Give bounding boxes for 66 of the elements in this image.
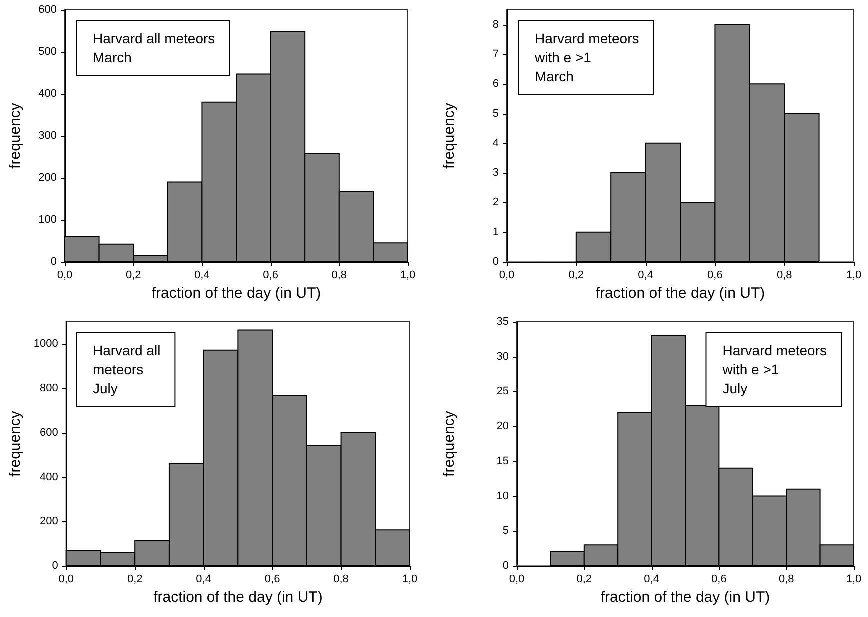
- y-tick-label: 35: [496, 316, 509, 328]
- y-tick-label: 5: [502, 525, 509, 538]
- y-tick-label: 600: [38, 4, 57, 16]
- x-tick-label: 0,4: [644, 574, 660, 586]
- x-tick-label: 0,8: [776, 270, 792, 282]
- x-tick-label: 0,8: [332, 270, 348, 282]
- annotation: Harvard all meteors July: [93, 342, 161, 396]
- x-tick-label: 0,0: [58, 574, 74, 586]
- y-tick-label: 0: [52, 560, 58, 572]
- y-tick-label: 2: [492, 196, 499, 209]
- x-tick-label: 0,8: [778, 574, 794, 586]
- x-tick-label: 1,0: [846, 270, 862, 282]
- x-axis-title: fraction of the day (in UT): [152, 285, 322, 302]
- y-tick-label: 1000: [34, 338, 58, 350]
- y-tick-label: 300: [38, 130, 57, 142]
- annotation: Harvard all meteors March: [93, 30, 216, 66]
- y-axis-title: frequency: [7, 102, 24, 169]
- y-tick-label: 800: [40, 382, 58, 395]
- y-tick-label: 200: [38, 172, 57, 184]
- y-tick-label: 0: [502, 560, 509, 572]
- x-tick-label: 1,0: [400, 270, 416, 282]
- x-tick-label: 0,2: [568, 270, 584, 282]
- y-tick-label: 0: [492, 256, 499, 268]
- x-tick-label: 0,4: [638, 270, 654, 282]
- y-tick-label: 600: [40, 426, 58, 439]
- y-tick-label: 4: [492, 137, 499, 150]
- y-tick-label: 5: [492, 108, 499, 120]
- x-tick-label: 0,6: [708, 270, 723, 282]
- y-tick-label: 100: [38, 214, 57, 226]
- annotation: Harvard meteors with e >1 July: [722, 342, 828, 396]
- y-tick-label: 200: [40, 516, 58, 528]
- y-tick-label: 0: [50, 256, 57, 268]
- y-tick-label: 25: [496, 386, 509, 398]
- y-tick-label: 15: [496, 455, 509, 468]
- y-axis-title: frequency: [441, 102, 458, 169]
- annotation: Harvard meteors with e >1 March: [534, 30, 640, 84]
- x-tick-label: 0,6: [263, 270, 278, 282]
- y-tick-label: 10: [496, 490, 509, 502]
- y-tick-label: 30: [496, 350, 509, 363]
- y-tick-label: 6: [492, 78, 499, 90]
- y-tick-label: 1: [492, 226, 499, 238]
- y-tick-label: 500: [38, 46, 57, 58]
- y-axis-title: frequency: [7, 410, 24, 477]
- x-axis-title: fraction of the day (in UT): [154, 589, 323, 606]
- y-tick-label: 400: [40, 471, 58, 484]
- x-tick-label: 0,6: [264, 574, 280, 586]
- x-axis-title: fraction of the day (in UT): [596, 285, 766, 302]
- y-tick-label: 20: [496, 420, 509, 433]
- y-tick-label: 8: [492, 18, 499, 31]
- x-tick-label: 0,4: [194, 270, 210, 282]
- x-tick-label: 1,0: [402, 574, 418, 586]
- x-tick-label: 1,0: [846, 574, 862, 586]
- x-tick-label: 0,0: [57, 270, 73, 282]
- x-tick-label: 0,0: [499, 270, 515, 282]
- y-tick-label: 3: [492, 167, 499, 180]
- x-tick-label: 0,8: [334, 574, 349, 586]
- x-tick-label: 0,4: [196, 574, 212, 586]
- y-tick-label: 7: [492, 48, 499, 60]
- x-tick-label: 0,0: [509, 574, 525, 586]
- x-tick-label: 0,2: [127, 574, 143, 586]
- x-axis-title: fraction of the day (in UT): [600, 589, 770, 606]
- x-tick-label: 0,2: [576, 574, 592, 586]
- y-tick-label: 400: [38, 88, 57, 100]
- x-tick-label: 0,2: [126, 270, 142, 282]
- y-axis-title: frequency: [441, 410, 458, 477]
- x-tick-label: 0,6: [712, 574, 727, 586]
